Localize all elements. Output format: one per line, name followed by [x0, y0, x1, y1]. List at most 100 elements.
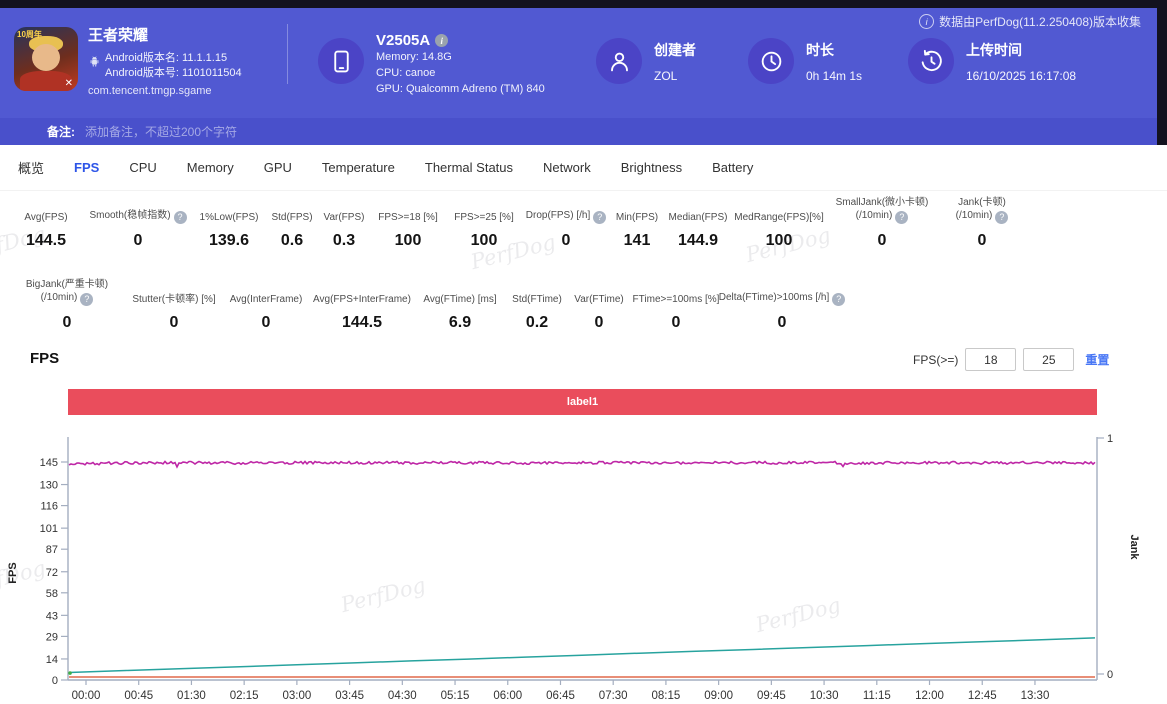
stat-value: 0.6 — [280, 232, 304, 249]
help-icon[interactable]: ? — [80, 293, 94, 306]
fps-threshold-high-input[interactable] — [1023, 348, 1075, 371]
svg-text:10:30: 10:30 — [810, 690, 839, 702]
duration-value: 0h 14m 1s — [806, 69, 863, 83]
svg-text:02:15: 02:15 — [230, 690, 259, 702]
svg-text:03:00: 03:00 — [282, 690, 311, 702]
stat-Avg(FTime) [ms]: Avg(FTime) [ms] 6.9 — [423, 294, 497, 331]
android-version-name: Android版本名: 11.1.1.15 — [105, 52, 228, 64]
clock-icon — [761, 51, 781, 71]
header-divider — [287, 24, 288, 84]
device-gpu: GPU: Qualcomm Adreno (TM) 840 — [376, 83, 545, 95]
stat-value: 0 — [594, 314, 604, 331]
device-info-icon[interactable]: i — [435, 34, 449, 47]
creator-section: 创建者 ZOL — [654, 40, 696, 83]
stat-value: 141 — [623, 232, 651, 249]
svg-text:12:00: 12:00 — [915, 690, 944, 702]
device-model: V2505A — [376, 32, 431, 49]
stat-value: 100 — [470, 232, 498, 249]
stat-FPS>=18 [%]: FPS>=18 [%] 100 — [378, 212, 438, 249]
history-clock-icon — [921, 49, 942, 71]
svg-text:08:15: 08:15 — [652, 690, 681, 702]
svg-text:05:15: 05:15 — [441, 690, 470, 702]
region-label-text: label1 — [566, 396, 599, 408]
svg-text:0: 0 — [1107, 669, 1113, 681]
stat-Jank(卡顿): Jank(卡顿) (/10min)? 0 — [938, 196, 1026, 250]
stat-Drop(FPS) [/h]: Drop(FPS) [/h]? 0 — [522, 196, 610, 250]
stat-FTime>=100ms [%]: FTime>=100ms [%] 0 — [632, 294, 720, 331]
stat-Avg(FPS+InterFrame): Avg(FPS+InterFrame) 144.5 — [313, 294, 411, 331]
tab-bar: 概览 FPS CPU Memory GPU Temperature Thermal Stat… — [0, 145, 1167, 191]
svg-text:116: 116 — [40, 501, 58, 513]
stat-value: 144.5 — [341, 314, 383, 331]
stat-value: 100 — [394, 232, 422, 249]
region-label-bar[interactable]: label1 — [68, 389, 1097, 415]
svg-text:72: 72 — [46, 567, 58, 579]
creator-icon-circle — [596, 38, 642, 84]
fps-filter-label: FPS(>=) — [913, 352, 959, 367]
svg-text:1: 1 — [1107, 433, 1113, 445]
tab-Temperature[interactable]: Temperature — [321, 160, 395, 175]
svg-text:58: 58 — [46, 588, 58, 600]
stat-value: 0 — [877, 232, 887, 249]
tab-Network[interactable]: Network — [543, 160, 591, 175]
help-icon[interactable]: ? — [173, 211, 187, 224]
stat-Median(FPS): Median(FPS) 144.9 — [668, 212, 728, 249]
phone-icon — [333, 50, 349, 72]
stat-value: 144.5 — [25, 232, 67, 249]
device-memory: Memory: 14.8G — [376, 51, 452, 63]
upload-label: 上传时间 — [966, 42, 1022, 58]
duration-icon-circle — [748, 38, 794, 84]
help-icon[interactable]: ? — [995, 211, 1009, 224]
stats-row-1: Avg(FPS) 144.5 Smooth(稳帧指数)? 0 1%Low(FPS) 139… — [8, 196, 1026, 250]
y-axis-label-fps: FPS — [7, 562, 19, 583]
stat-Std(FTime): Std(FTime) 0.2 — [512, 294, 562, 331]
upload-value: 16/10/2025 16:17:08 — [966, 69, 1077, 83]
duration-label: 时长 — [806, 42, 834, 58]
help-icon[interactable]: ? — [895, 211, 909, 224]
right-edge-strip — [1157, 0, 1167, 145]
svg-text:43: 43 — [46, 610, 58, 622]
upload-icon-circle — [908, 38, 954, 84]
svg-text:04:30: 04:30 — [388, 690, 417, 702]
svg-text:0: 0 — [52, 675, 58, 687]
stat-BigJank(严重卡顿): BigJank(严重卡顿) (/10min)? 0 — [25, 279, 109, 331]
collector-note: i 数据由PerfDog(11.2.250408)版本收集 — [919, 13, 1141, 30]
stat-value: 0.2 — [525, 314, 549, 331]
svg-text:09:00: 09:00 — [704, 690, 733, 702]
fps-chart[interactable]: 0 14 29 43 58 72 87 101 116 130 145 0 1 00:00 00:45 01:… — [0, 425, 1167, 704]
tab-Battery[interactable]: Battery — [712, 160, 754, 175]
game-title: 王者荣耀 — [88, 27, 149, 44]
tab-概览[interactable]: 概览 — [18, 161, 45, 176]
tab-Thermal Status[interactable]: Thermal Status — [424, 160, 514, 175]
note-input[interactable] — [83, 123, 1127, 140]
stat-MedRange(FPS)[%]: MedRange(FPS)[%] 100 — [734, 212, 824, 249]
svg-text:09:45: 09:45 — [757, 690, 786, 702]
tab-Memory[interactable]: Memory — [186, 160, 234, 175]
svg-text:11:15: 11:15 — [863, 690, 891, 702]
svg-text:87: 87 — [46, 544, 58, 556]
stat-value: 100 — [765, 232, 793, 249]
stat-Min(FPS): Min(FPS) 141 — [615, 212, 659, 249]
tab-Brightness[interactable]: Brightness — [620, 160, 683, 175]
svg-text:29: 29 — [46, 631, 58, 643]
tab-CPU[interactable]: CPU — [129, 160, 157, 175]
game-package: com.tencent.tmgp.sgame — [88, 85, 212, 97]
stat-value: 6.9 — [448, 314, 472, 331]
stat-Std(FPS): Std(FPS) 0.6 — [271, 212, 313, 249]
stat-value: 0 — [62, 314, 72, 331]
device-cpu: CPU: canoe — [376, 67, 436, 79]
reset-link[interactable]: 重置 — [1085, 353, 1110, 367]
stat-value: 0 — [977, 232, 987, 249]
stat-Smooth(稳帧指数): Smooth(稳帧指数)? 0 — [84, 196, 192, 250]
help-icon[interactable]: ? — [593, 211, 607, 224]
tab-FPS[interactable]: FPS — [74, 160, 100, 175]
stat-value: 139.6 — [208, 232, 250, 249]
svg-text:12:45: 12:45 — [968, 690, 997, 702]
help-icon[interactable]: ? — [832, 293, 846, 306]
tab-GPU[interactable]: GPU — [263, 160, 292, 175]
stat-Delta(FTime)>100ms [/h]: Delta(FTime)>100ms [/h]? 0 — [719, 278, 846, 332]
stat-Stutter(卡顿率) [%]: Stutter(卡顿率) [%] 0 — [132, 294, 216, 331]
fps-threshold-low-input[interactable] — [965, 348, 1017, 371]
creator-label: 创建者 — [654, 42, 696, 58]
